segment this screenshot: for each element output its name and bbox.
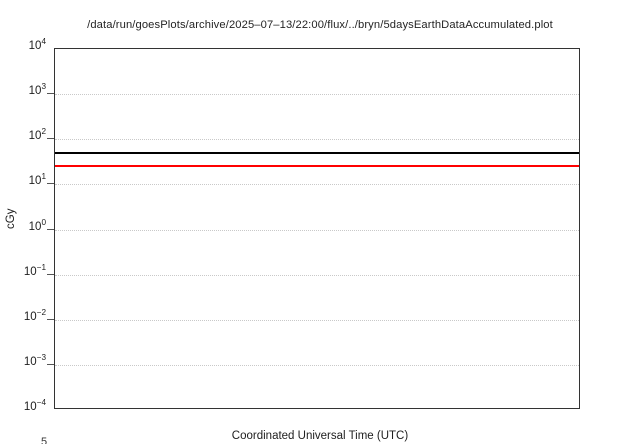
y-axis-tick-label: 10−3 xyxy=(23,353,46,368)
y-axis-tick-mark xyxy=(47,138,54,140)
y-axis-tick-mark xyxy=(47,318,54,320)
x-axis-label: Coordinated Universal Time (UTC) xyxy=(231,430,409,442)
y-axis-tick-label: 102 xyxy=(28,127,46,143)
y-axis-tick-mark xyxy=(47,183,54,185)
gridline xyxy=(55,139,579,141)
y-axis-tick-label: 101 xyxy=(28,172,46,188)
y-axis-tick-mark xyxy=(47,93,54,95)
plot-inner xyxy=(55,49,579,408)
y-axis-tick-mark xyxy=(47,273,54,275)
y-axis-tick-label: 10−1 xyxy=(23,262,46,278)
y-axis-tick-label: 104 xyxy=(28,37,46,52)
y-axis-label: cGy xyxy=(5,208,17,229)
gridline xyxy=(55,319,579,321)
gridline xyxy=(55,94,579,96)
y-axis-tick-label: 10−2 xyxy=(23,307,46,323)
y-axis-tick-mark xyxy=(47,363,54,365)
y-axis-tick-label: 10−4 xyxy=(23,398,46,413)
y-axis-tick-mark xyxy=(47,228,54,230)
gridline xyxy=(55,184,579,186)
x-axis-tick-label-clipped: 5 xyxy=(41,437,48,444)
gridline xyxy=(55,229,579,231)
series-line-red-accumulated-dose xyxy=(55,164,579,167)
gridline xyxy=(55,274,579,276)
gridline xyxy=(55,364,579,366)
y-axis-tick-label: 100 xyxy=(28,217,46,233)
chart-title: /data/run/goesPlots/archive/2025–07–13/2… xyxy=(87,19,553,31)
y-axis-tick-label: 103 xyxy=(28,82,46,98)
plot-area xyxy=(54,48,580,409)
series-line-black-accumulated-dose xyxy=(55,151,579,154)
